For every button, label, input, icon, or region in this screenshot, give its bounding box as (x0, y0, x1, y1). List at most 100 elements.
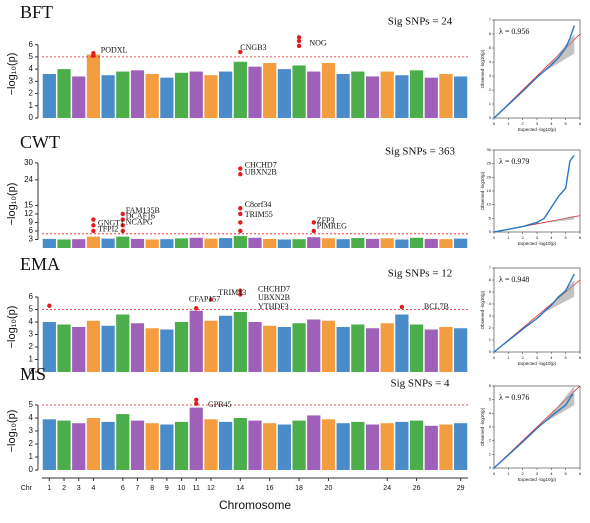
x-tick-label: 8 (150, 485, 154, 492)
chromosome-snps (160, 77, 174, 118)
significant-snp (120, 211, 125, 217)
chromosome-snps (57, 420, 71, 470)
x-tick-label: 7 (136, 485, 140, 492)
chromosome-snps (263, 238, 277, 248)
sig-count: Sig SNPs = 4 (390, 378, 450, 390)
chromosome-snps (292, 323, 306, 372)
chromosome-snps (219, 238, 233, 248)
panel-title: MS (20, 364, 46, 384)
chromosome-snps (307, 319, 321, 372)
significant-snp (296, 38, 302, 44)
x-tick-label: 0 (493, 235, 496, 240)
chromosome-snps (233, 312, 247, 372)
chromosome-snps (130, 238, 145, 248)
chromosome-snps (409, 237, 424, 248)
significant-snp (238, 211, 243, 217)
gene-label: CFAP157 (189, 294, 220, 303)
x-tick-label: 3 (536, 471, 539, 476)
chromosome-snps (189, 310, 203, 372)
x-tick-label: 24 (383, 485, 391, 492)
significant-snp (296, 43, 302, 49)
chromosome-snps (189, 71, 203, 118)
x-tick-label: 2 (522, 471, 525, 476)
chromosome-snps (101, 75, 115, 118)
chromosome-snps (307, 415, 321, 470)
chromosome-snps (189, 407, 203, 470)
chromosome-snps (439, 74, 453, 118)
significant-snp (91, 223, 96, 228)
chromosome-snps (116, 414, 130, 470)
chromosome-snps (365, 328, 380, 372)
x-tick-label: 0 (493, 471, 496, 476)
qq-x-label: Expected -log10(p) (518, 361, 557, 366)
y-tick-label: 5 (29, 52, 34, 61)
chromosome-snps (336, 327, 350, 372)
chromosome-snps (86, 418, 101, 470)
chromosome-snps (395, 421, 409, 470)
chromosome-snps (336, 423, 350, 470)
y-tick-label: 3 (489, 424, 492, 429)
chromosome-snps (454, 423, 468, 470)
x-tick-label: 0 (493, 355, 496, 360)
y-tick-label: 0 (489, 465, 492, 470)
sig-count: Sig SNPs = 24 (388, 16, 453, 28)
chromosome-snps (86, 236, 101, 248)
significant-snp (238, 220, 243, 225)
y-tick-label: 6 (489, 277, 492, 282)
x-tick-label: 6 (579, 355, 582, 360)
chromosome-snps (263, 63, 277, 118)
x-tick-label: 6 (579, 121, 582, 126)
chromosome-snps (174, 72, 189, 118)
y-tick-label: 3 (29, 426, 34, 435)
confidence-band (544, 386, 575, 423)
chromosome-snps (42, 238, 56, 248)
y-tick-label: 25 (487, 161, 492, 166)
y-tick-label: 7 (489, 17, 492, 22)
chromosome-snps (204, 320, 218, 372)
chromosome-snps (365, 76, 380, 118)
chromosome-snps (57, 324, 71, 372)
chromosome-snps (204, 75, 218, 118)
chromosome-snps (307, 237, 321, 248)
x-tick-label: 9 (165, 485, 169, 492)
y-tick-label: 30 (487, 147, 492, 152)
chromosome-snps (86, 54, 101, 118)
y-tick-label: 4 (489, 59, 492, 64)
y-tick-label: 6 (29, 292, 34, 301)
significant-snp (120, 228, 125, 234)
y-tick-label: 4 (489, 301, 492, 306)
y-tick-label: 1 (489, 337, 492, 342)
chromosome-snps (86, 320, 101, 372)
y-tick-label: 3 (489, 313, 492, 318)
chromosome-snps (130, 70, 145, 118)
significant-snp (238, 49, 243, 55)
chromosome-snps (42, 322, 56, 372)
y-tick-label: 6 (29, 226, 34, 235)
chromosome-snps (233, 418, 247, 470)
chromosome-snps (424, 77, 438, 118)
chromosome-snps (395, 75, 409, 118)
chromosome-snps (263, 423, 277, 470)
x-tick-label: 6 (121, 485, 125, 492)
gene-label: TFPI2 (98, 224, 118, 233)
x-tick-label: 26 (413, 485, 421, 492)
chromosome-snps (42, 74, 56, 118)
y-tick-label: 4 (29, 317, 34, 326)
y-tick-label: 4 (29, 413, 34, 422)
y-tick-label: 10 (487, 202, 492, 207)
x-tick-label: 4 (550, 121, 553, 126)
x-tick-label: 3 (77, 485, 81, 492)
x-tick-label: 20 (325, 485, 333, 492)
qq-y-label: Observed -log10(p) (480, 49, 485, 88)
confidence-band (544, 34, 575, 72)
chromosome-snps (233, 236, 247, 248)
chromosome-snps (336, 239, 350, 248)
chromosome-snps (380, 238, 394, 248)
observed-line (493, 393, 574, 469)
lambda-label: λ = 0.956 (499, 27, 529, 36)
y-tick-label: 3 (29, 330, 34, 339)
chromosome-snps (145, 328, 159, 372)
x-tick-label: 14 (236, 485, 244, 492)
chromosome-snps (189, 237, 203, 248)
x-tick-label: 1 (507, 355, 510, 360)
